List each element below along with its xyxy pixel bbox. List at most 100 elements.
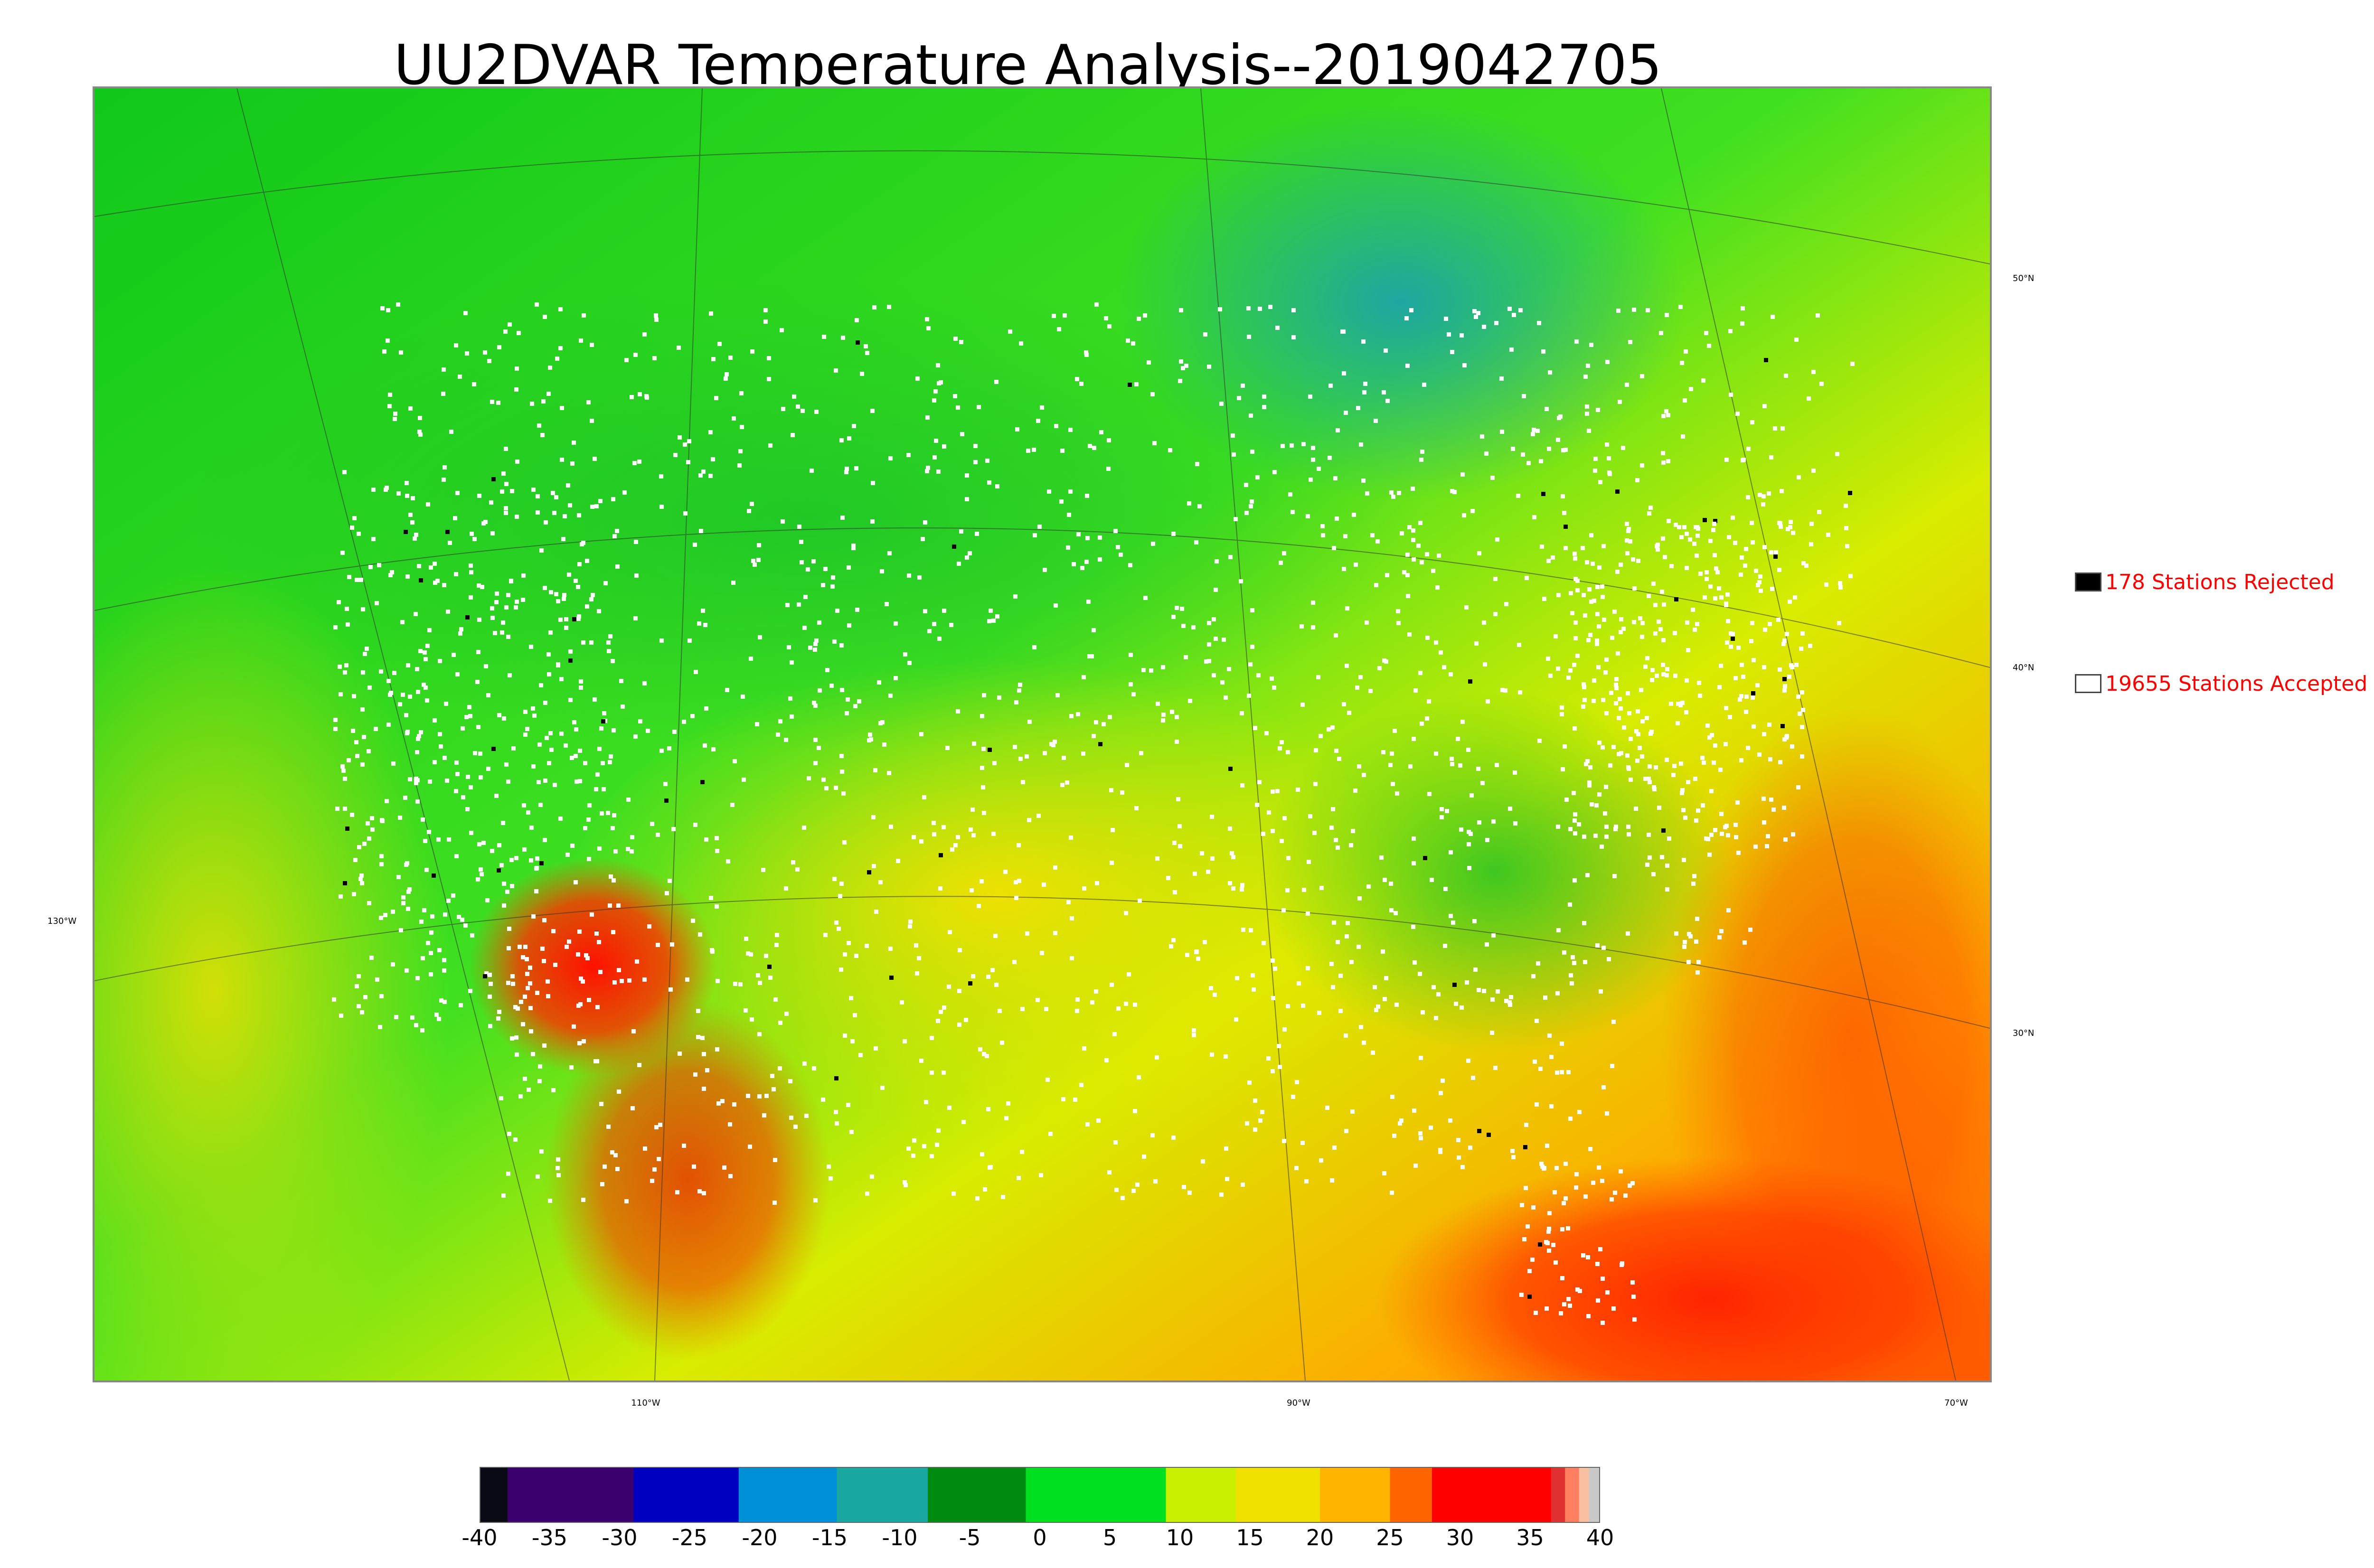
station-dot: [1072, 562, 1076, 566]
station-dot: [1187, 501, 1191, 506]
station-dot: [988, 1165, 992, 1170]
station-dot: [1758, 493, 1762, 497]
station-dot: [1306, 966, 1310, 970]
station-dot: [497, 868, 501, 873]
station-dot: [408, 777, 412, 781]
station-dot: [392, 671, 396, 675]
station-dot: [386, 338, 390, 343]
station-dot: [1474, 315, 1478, 319]
station-dot: [1575, 1287, 1580, 1292]
station-dot: [454, 854, 459, 858]
station-dot: [530, 402, 534, 406]
station-dot: [807, 776, 811, 780]
station-dot: [1573, 552, 1577, 556]
station-dot: [1573, 577, 1578, 581]
station-dot: [708, 474, 713, 478]
station-dot: [1449, 672, 1453, 676]
station-dot: [1470, 793, 1474, 798]
station-dot: [1312, 831, 1317, 835]
station-dot: [1739, 758, 1743, 762]
station-dot: [553, 783, 557, 787]
station-dot: [847, 941, 851, 945]
station-dot: [668, 879, 672, 883]
station-dot: [1131, 341, 1135, 346]
station-dot: [561, 537, 565, 541]
station-dot: [969, 827, 973, 832]
station-dot: [1605, 1111, 1609, 1116]
station-dot: [1212, 673, 1216, 677]
station-dot: [359, 873, 364, 878]
station-dot: [347, 758, 351, 762]
station-dot: [488, 995, 492, 999]
station-dot: [506, 779, 510, 784]
temperature-map[interactable]: 50°N 40°N 30°N: [93, 86, 2034, 1382]
station-dot: [1594, 803, 1599, 807]
station-dot: [363, 995, 367, 999]
station-dot: [919, 839, 923, 844]
station-dot: [1268, 305, 1272, 309]
station-dot: [1740, 555, 1744, 560]
station-dot: [1587, 429, 1591, 433]
station-dot: [845, 467, 849, 471]
station-dot: [399, 350, 403, 355]
station-dot: [525, 957, 529, 961]
station-dot: [1392, 1134, 1396, 1138]
station-dot: [1539, 1162, 1544, 1166]
station-dot: [1408, 764, 1413, 769]
station-dot: [801, 409, 805, 413]
station-dot: [1614, 683, 1618, 687]
station-dot: [1542, 597, 1546, 601]
station-dot: [1752, 724, 1756, 729]
station-dot: [1234, 517, 1238, 521]
station-dot: [849, 996, 853, 1000]
station-dot: [506, 593, 510, 597]
station-dot: [578, 1002, 583, 1006]
station-dot: [1547, 1227, 1551, 1231]
station-dot: [359, 578, 363, 582]
station-dot: [597, 609, 601, 613]
station-dot: [1331, 807, 1335, 811]
station-dot: [1782, 688, 1787, 693]
station-dot: [1538, 1242, 1542, 1247]
station-dot: [504, 506, 508, 510]
station-dot: [1603, 670, 1608, 675]
station-dot: [517, 331, 521, 335]
station-dot: [1679, 535, 1684, 539]
station-dot: [1756, 583, 1760, 587]
station-dot: [1391, 782, 1395, 786]
station-dot: [1600, 584, 1604, 589]
station-dot: [495, 592, 499, 596]
station-dot: [1560, 705, 1564, 710]
station-dot: [513, 1137, 518, 1142]
station-dot: [1647, 511, 1651, 516]
station-dot: [515, 1052, 519, 1057]
station-dot: [1685, 620, 1689, 625]
station-dot: [480, 872, 484, 876]
station-dot: [1583, 698, 1587, 702]
station-dot: [980, 1152, 984, 1156]
station-dot: [1600, 845, 1604, 849]
station-dot: [1437, 554, 1441, 558]
station-dot: [1032, 645, 1036, 649]
station-dot: [1712, 522, 1716, 526]
station-dot: [1574, 339, 1579, 344]
station-dot: [1524, 1186, 1528, 1190]
station-dot: [1040, 951, 1044, 955]
station-dot: [408, 695, 412, 699]
station-dot: [715, 849, 719, 853]
station-dot: [543, 779, 547, 783]
station-dot: [1844, 504, 1848, 508]
station-dot: [744, 1008, 748, 1013]
station-dot: [906, 1146, 911, 1151]
station-dot: [1588, 1147, 1592, 1151]
station-dot: [477, 583, 481, 588]
station-dot: [1665, 667, 1669, 671]
station-dot: [1607, 456, 1611, 460]
station-dot: [367, 685, 372, 690]
station-dot: [1119, 553, 1123, 557]
station-dot: [1686, 960, 1691, 964]
station-dot: [1450, 489, 1454, 493]
station-dot: [781, 519, 785, 524]
station-dot: [1134, 382, 1139, 386]
station-dot: [1240, 887, 1244, 892]
